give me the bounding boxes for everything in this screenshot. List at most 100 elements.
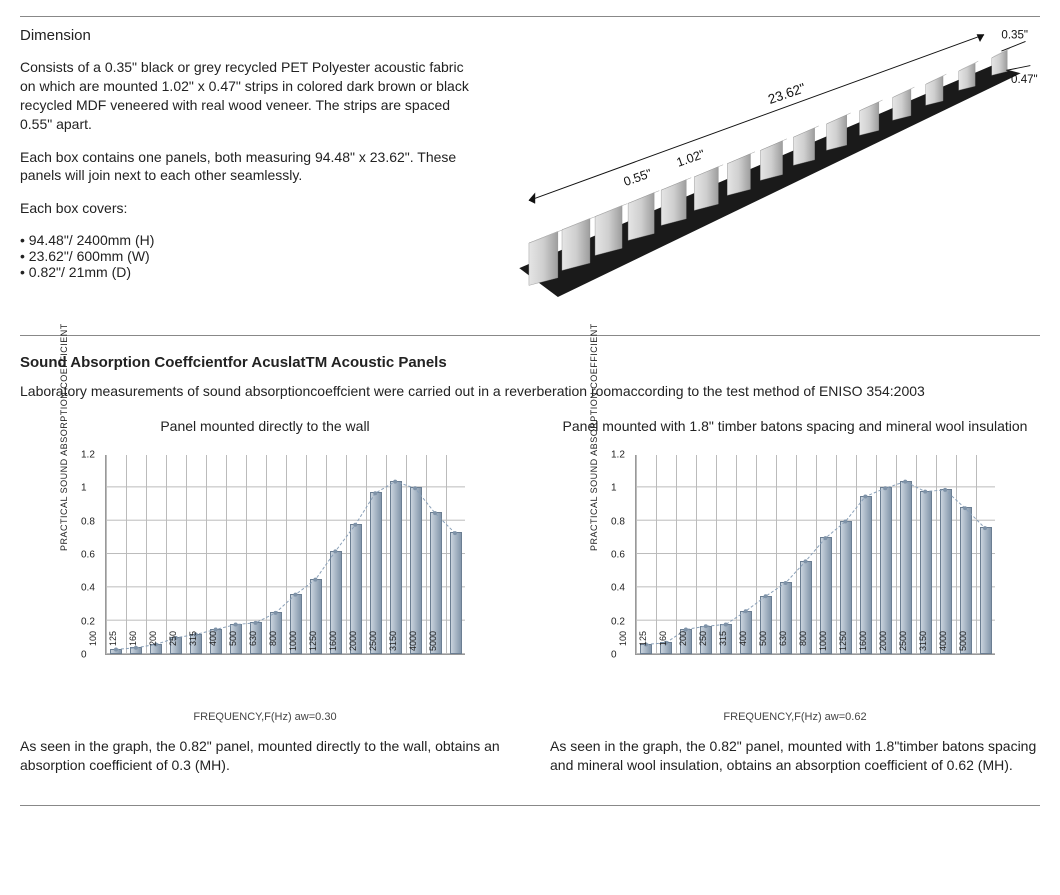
xtick: 2000 <box>348 631 358 661</box>
xtick: 200 <box>678 631 688 661</box>
xtick: 1600 <box>328 631 338 661</box>
xtick: 2500 <box>368 631 378 661</box>
chart2-xlabel: FREQUENCY,F(Hz) aw=0.62 <box>550 711 1040 723</box>
ytick: 0.6 <box>611 550 625 561</box>
xtick: 500 <box>758 631 768 661</box>
ytick: 1 <box>611 483 617 494</box>
xtick: 100 <box>88 631 98 661</box>
bar <box>410 487 422 654</box>
covers-list: 94.48"/ 2400mm (H) 23.62"/ 600mm (W) 0.8… <box>20 232 480 280</box>
ytick: 0.4 <box>611 583 625 594</box>
chart2-caption: As seen in the graph, the 0.82" panel, m… <box>550 737 1040 775</box>
sound-heading: Sound Absorption Coeffcientfor AcuslatTM… <box>20 354 1040 371</box>
dimension-p1: Consists of a 0.35" black or grey recycl… <box>20 58 480 134</box>
xtick: 3150 <box>918 631 928 661</box>
xtick: 630 <box>248 631 258 661</box>
dim-slatw-label: 1.02" <box>675 147 707 170</box>
xtick: 800 <box>268 631 278 661</box>
ytick: 0.2 <box>611 616 625 627</box>
xtick: 5000 <box>958 631 968 661</box>
ytick: 0 <box>611 650 617 661</box>
xtick: 4000 <box>408 631 418 661</box>
dim-gap-label: 0.55" <box>622 166 654 189</box>
xtick: 3150 <box>388 631 398 661</box>
xtick: 315 <box>718 631 728 661</box>
xtick: 2500 <box>898 631 908 661</box>
dim-width-label: 23.62" <box>766 80 808 107</box>
xtick: 125 <box>108 631 118 661</box>
xtick: 125 <box>638 631 648 661</box>
covers-item: 23.62"/ 600mm (W) <box>20 248 480 264</box>
bar <box>900 481 912 654</box>
chart1-title: Panel mounted directly to the wall <box>20 417 510 435</box>
xtick: 4000 <box>938 631 948 661</box>
chart2-plot <box>635 455 995 655</box>
dimension-diagram: 23.62" 0.55" 1.02" 0.35" 0.47" <box>500 27 1040 329</box>
chart1-wrap: PRACTICAL SOUND ABSORPTION COEFFICIENT 0… <box>45 447 485 707</box>
sound-section: Sound Absorption Coeffcientfor AcuslatTM… <box>20 354 1040 775</box>
xtick: 1600 <box>858 631 868 661</box>
ytick: 0.8 <box>81 516 95 527</box>
bar <box>370 492 382 654</box>
chart2-bars <box>636 455 995 654</box>
chart1-plot <box>105 455 465 655</box>
chart2-col: Panel mounted with 1.8" timber batons sp… <box>550 417 1040 775</box>
top-rule <box>20 16 1040 17</box>
covers-item: 0.82"/ 21mm (D) <box>20 264 480 280</box>
xtick: 1250 <box>838 631 848 661</box>
ytick: 1.2 <box>81 450 95 461</box>
xtick: 1000 <box>288 631 298 661</box>
xtick: 160 <box>128 631 138 661</box>
covers-label: Each box covers: <box>20 199 480 218</box>
chart2-ylabel: PRACTICAL SOUND ABSORPTION COEFFICIENT <box>589 323 599 551</box>
panel-diagram-svg: 23.62" 0.55" 1.02" 0.35" 0.47" <box>500 27 1040 326</box>
xtick: 1000 <box>818 631 828 661</box>
mid-rule <box>20 335 1040 336</box>
bar <box>390 481 402 654</box>
ytick: 1 <box>81 483 87 494</box>
xtick: 315 <box>188 631 198 661</box>
chart1-col: Panel mounted directly to the wall PRACT… <box>20 417 510 775</box>
dimension-section: Dimension Consists of a 0.35" black or g… <box>20 27 1040 329</box>
xtick: 400 <box>208 631 218 661</box>
xtick: 400 <box>738 631 748 661</box>
xtick: 5000 <box>428 631 438 661</box>
xtick: 160 <box>658 631 668 661</box>
chart1-caption: As seen in the graph, the 0.82" panel, m… <box>20 737 510 775</box>
chart1-ylabel: PRACTICAL SOUND ABSORPTION COEFFICIENT <box>59 323 69 551</box>
ytick: 1.2 <box>611 450 625 461</box>
xtick: 800 <box>798 631 808 661</box>
ytick: 0.4 <box>81 583 95 594</box>
bar <box>880 487 892 654</box>
ytick: 0.8 <box>611 516 625 527</box>
sound-lab: Laboratory measurements of sound absorpt… <box>20 383 1040 399</box>
xtick: 100 <box>618 631 628 661</box>
dimension-p2: Each box contains one panels, both measu… <box>20 148 480 186</box>
chart2-wrap: PRACTICAL SOUND ABSORPTION COEFFICIENT 0… <box>575 447 1015 707</box>
bottom-rule <box>20 805 1040 806</box>
xtick: 250 <box>698 631 708 661</box>
chart1-xlabel: FREQUENCY,F(Hz) aw=0.30 <box>20 711 510 723</box>
xtick: 2000 <box>878 631 888 661</box>
chart2-title: Panel mounted with 1.8" timber batons sp… <box>550 417 1040 435</box>
bar <box>940 489 952 654</box>
xtick: 200 <box>148 631 158 661</box>
xtick: 1250 <box>308 631 318 661</box>
chart1-bars <box>106 455 465 654</box>
ytick: 0 <box>81 650 87 661</box>
slats-group <box>529 48 1010 285</box>
xtick: 500 <box>228 631 238 661</box>
dimension-heading: Dimension <box>20 27 480 44</box>
covers-item: 94.48"/ 2400mm (H) <box>20 232 480 248</box>
ytick: 0.2 <box>81 616 95 627</box>
xtick: 250 <box>168 631 178 661</box>
bar <box>450 532 462 654</box>
dim-slat-h: 0.47" <box>1011 74 1038 86</box>
ytick: 0.6 <box>81 550 95 561</box>
dim-back-t: 0.35" <box>1001 30 1028 42</box>
bar <box>980 527 992 654</box>
bar <box>920 491 932 654</box>
dimension-text: Dimension Consists of a 0.35" black or g… <box>20 27 480 329</box>
charts-row: Panel mounted directly to the wall PRACT… <box>20 417 1040 775</box>
xtick: 630 <box>778 631 788 661</box>
